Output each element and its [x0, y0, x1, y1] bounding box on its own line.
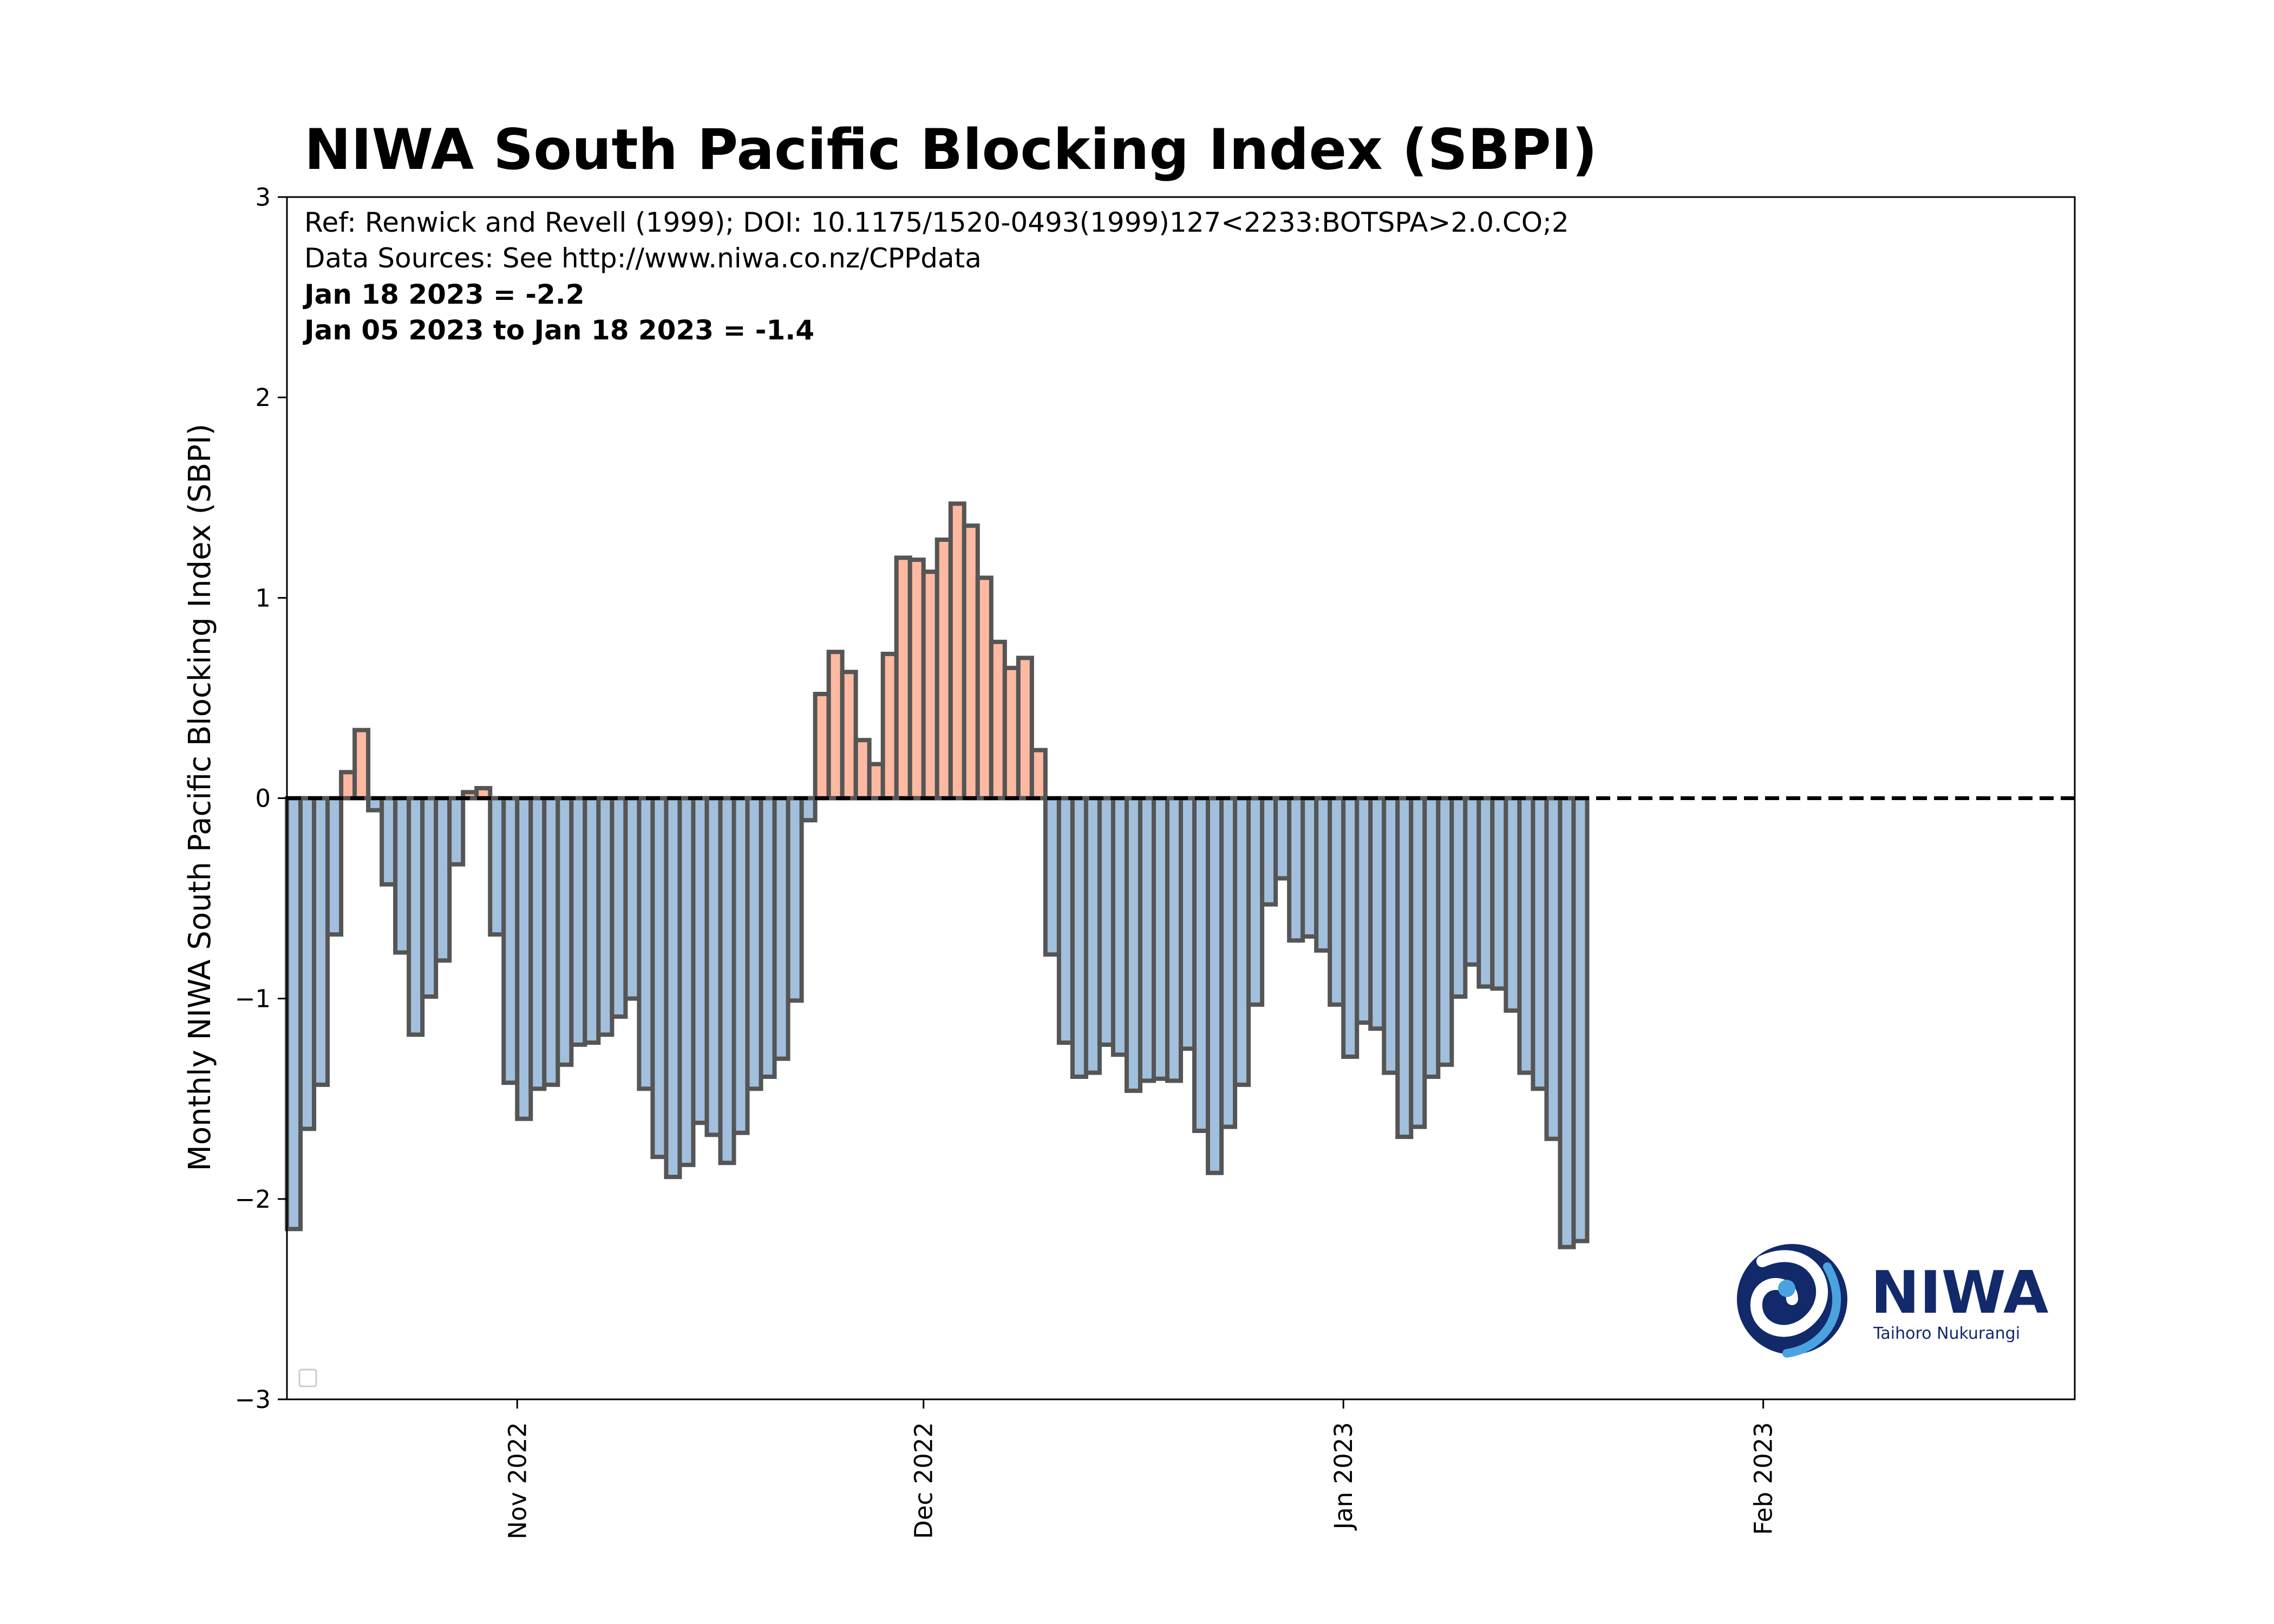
annotation-period-mean: Jan 05 2023 to Jan 18 2023 = -1.4 [303, 315, 814, 346]
legend-box [298, 1368, 317, 1387]
bar [989, 639, 1007, 801]
bar [1138, 796, 1156, 1083]
bar [1517, 796, 1535, 1075]
bar [352, 728, 371, 801]
bar [1571, 796, 1590, 1243]
niwa-logo: NIWA Taihoro Nukurangi [1737, 1244, 2049, 1358]
y-tick-label: 0 [255, 784, 271, 813]
y-tick-label: 1 [255, 584, 271, 612]
x-tick-label: Feb 2023 [1749, 1422, 1778, 1535]
bar [907, 558, 926, 801]
y-tick-label: −1 [235, 985, 271, 1013]
bars-group [285, 501, 1590, 1249]
bar [447, 796, 466, 867]
bar [1476, 796, 1495, 989]
bar [799, 796, 818, 823]
bar [1449, 796, 1468, 999]
bar [786, 796, 804, 1003]
bar [1219, 796, 1238, 1129]
logo-wordmark: NIWA [1871, 1259, 2049, 1327]
annotation-data-sources: Data Sources: See http://www.niwa.co.nz/… [304, 243, 982, 274]
y-tick-label: −2 [235, 1185, 271, 1214]
bar [1328, 796, 1346, 1007]
bar [1395, 796, 1414, 1140]
bar [610, 796, 628, 1019]
annotation-reference: Ref: Renwick and Revell (1999); DOI: 10.… [304, 207, 1569, 238]
bar [420, 796, 439, 999]
y-tick-label: 3 [255, 183, 271, 212]
bar [718, 796, 736, 1165]
y-axis: −3 −2 −1 0 1 2 3 [235, 183, 287, 1414]
niwa-logo-icon [1737, 1244, 1847, 1358]
logo-tagline: Taihoro Nukurangi [1873, 1324, 2020, 1343]
bar [325, 796, 344, 937]
bar [1029, 748, 1048, 801]
chart-title: NIWA South Pacific Blocking Index (SBPI) [304, 117, 1597, 182]
y-tick-label: −3 [235, 1385, 271, 1414]
annotations: Ref: Renwick and Revell (1999); DOI: 10.… [303, 207, 1569, 346]
bar [704, 796, 723, 1137]
bar [1056, 796, 1075, 1045]
bar [1016, 656, 1034, 801]
x-tick-label: Dec 2022 [910, 1422, 938, 1539]
x-axis: Nov 2022 Dec 2022 Jan 2023 Feb 2023 [503, 1399, 1778, 1540]
y-axis-title: Monthly NIWA South Pacific Blocking Inde… [182, 424, 218, 1171]
y-tick-label: 2 [255, 383, 271, 412]
bar [298, 796, 317, 1131]
x-tick-label: Nov 2022 [503, 1422, 532, 1540]
x-tick-label: Jan 2023 [1329, 1422, 1358, 1531]
bar [731, 796, 750, 1135]
annotation-latest-value: Jan 18 2023 = -2.2 [303, 279, 585, 310]
bar [1246, 796, 1265, 1007]
bar [434, 796, 452, 963]
